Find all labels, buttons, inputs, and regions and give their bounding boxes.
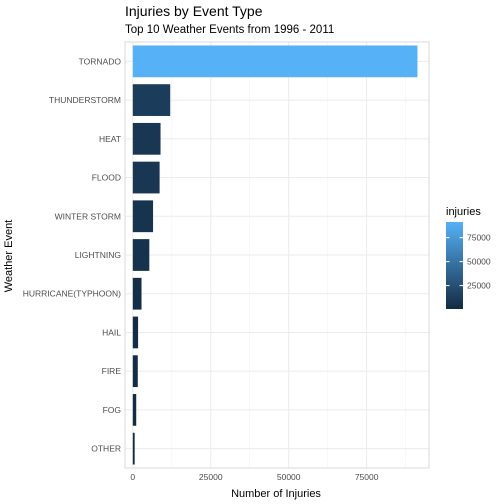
bar-fire: [132, 355, 138, 388]
legend-title: injuries: [446, 206, 481, 218]
bar-tornado: [132, 45, 418, 78]
bar-fog: [132, 394, 137, 426]
legend-tick-label: 25000: [467, 281, 491, 291]
bar-hail: [132, 316, 139, 349]
y-tick-label: HEAT: [99, 134, 121, 144]
y-tick-label: FOG: [103, 405, 121, 415]
y-tick-label: HURRICANE(TYPHOON): [23, 289, 121, 299]
bar-lightning: [132, 239, 150, 271]
y-axis-title: Weather Event: [3, 220, 15, 293]
plot-area: 0 25000 50000 75000 TORNADO THUNDERSTORM HEAT F…: [23, 41, 430, 482]
legend-colorbar: [446, 222, 463, 309]
x-tick-label: 75000: [355, 472, 379, 482]
y-tick-label: WINTER STORM: [55, 211, 121, 221]
chart-title: Injuries by Event Type: [125, 3, 263, 19]
bar-flood: [132, 161, 160, 194]
chart-subtitle: Top 10 Weather Events from 1996 - 2011: [125, 24, 334, 36]
y-tick-label: OTHER: [91, 444, 121, 454]
x-axis-title: Number of Injuries: [231, 488, 321, 500]
panel-border: [124, 41, 430, 469]
legend-tick-label: 50000: [467, 257, 491, 267]
y-tick-label: FIRE: [102, 366, 122, 376]
legend-tick-label: 75000: [467, 233, 491, 243]
x-tick-label: 25000: [199, 472, 223, 482]
bar-thunderstorm: [132, 84, 171, 116]
x-tick-label: 0: [130, 472, 135, 482]
y-tick-label: TORNADO: [79, 56, 122, 66]
x-tick-label: 50000: [277, 472, 301, 482]
y-tick-label: LIGHTNING: [75, 250, 121, 260]
bar-hurricane-typhoon-: [132, 277, 142, 310]
bar-other: [132, 432, 135, 465]
bar-heat: [132, 122, 161, 155]
y-tick-label: FLOOD: [92, 173, 121, 183]
color-legend: 25000 50000 75000: [446, 222, 491, 309]
bar-winter-storm: [132, 200, 154, 233]
y-tick-label: HAIL: [102, 327, 121, 337]
y-tick-label: THUNDERSTORM: [49, 95, 121, 105]
